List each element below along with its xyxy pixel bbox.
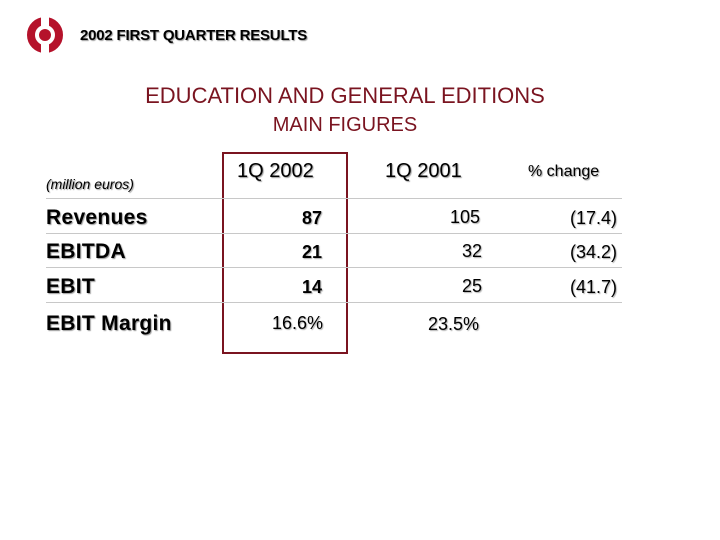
cell-ebit-2002: 14 (302, 277, 323, 297)
column-header-1q-2001: 1Q 2001 (385, 160, 462, 182)
cell-ebit-margin-2001: 23.5% (428, 314, 480, 334)
cell-revenues-change: (17.4) (570, 208, 618, 228)
cell-ebit-margin-2002: 16.6% (272, 313, 324, 333)
units-label: (million euros) (46, 176, 134, 192)
table-divider (46, 267, 622, 268)
company-logo-icon (27, 17, 63, 53)
row-label-revenues: Revenues (46, 206, 148, 229)
slide-title: EDUCATION AND GENERAL EDITIONS (145, 83, 545, 108)
row-label-ebitda: EBITDA (46, 240, 126, 263)
header-title: 2002 FIRST QUARTER RESULTS (80, 27, 308, 44)
table-divider (46, 233, 622, 234)
slide-subtitle: MAIN FIGURES (272, 114, 418, 136)
cell-revenues-2002: 87 (302, 208, 323, 228)
column-header-1q-2002: 1Q 2002 (237, 160, 314, 182)
table-divider (46, 198, 622, 199)
cell-ebit-2001: 25 (462, 276, 483, 296)
row-label-ebit-margin: EBIT Margin (46, 312, 172, 335)
cell-ebitda-2002: 21 (302, 242, 323, 262)
cell-ebit-change: (41.7) (570, 277, 618, 297)
current-quarter-highlight-box (222, 152, 348, 354)
cell-revenues-2001: 105 (450, 207, 481, 227)
cell-ebitda-change: (34.2) (570, 242, 618, 262)
column-header-percent-change: % change (528, 163, 600, 180)
row-label-ebit: EBIT (46, 275, 96, 298)
cell-ebitda-2001: 32 (462, 241, 483, 261)
table-divider (46, 302, 622, 303)
